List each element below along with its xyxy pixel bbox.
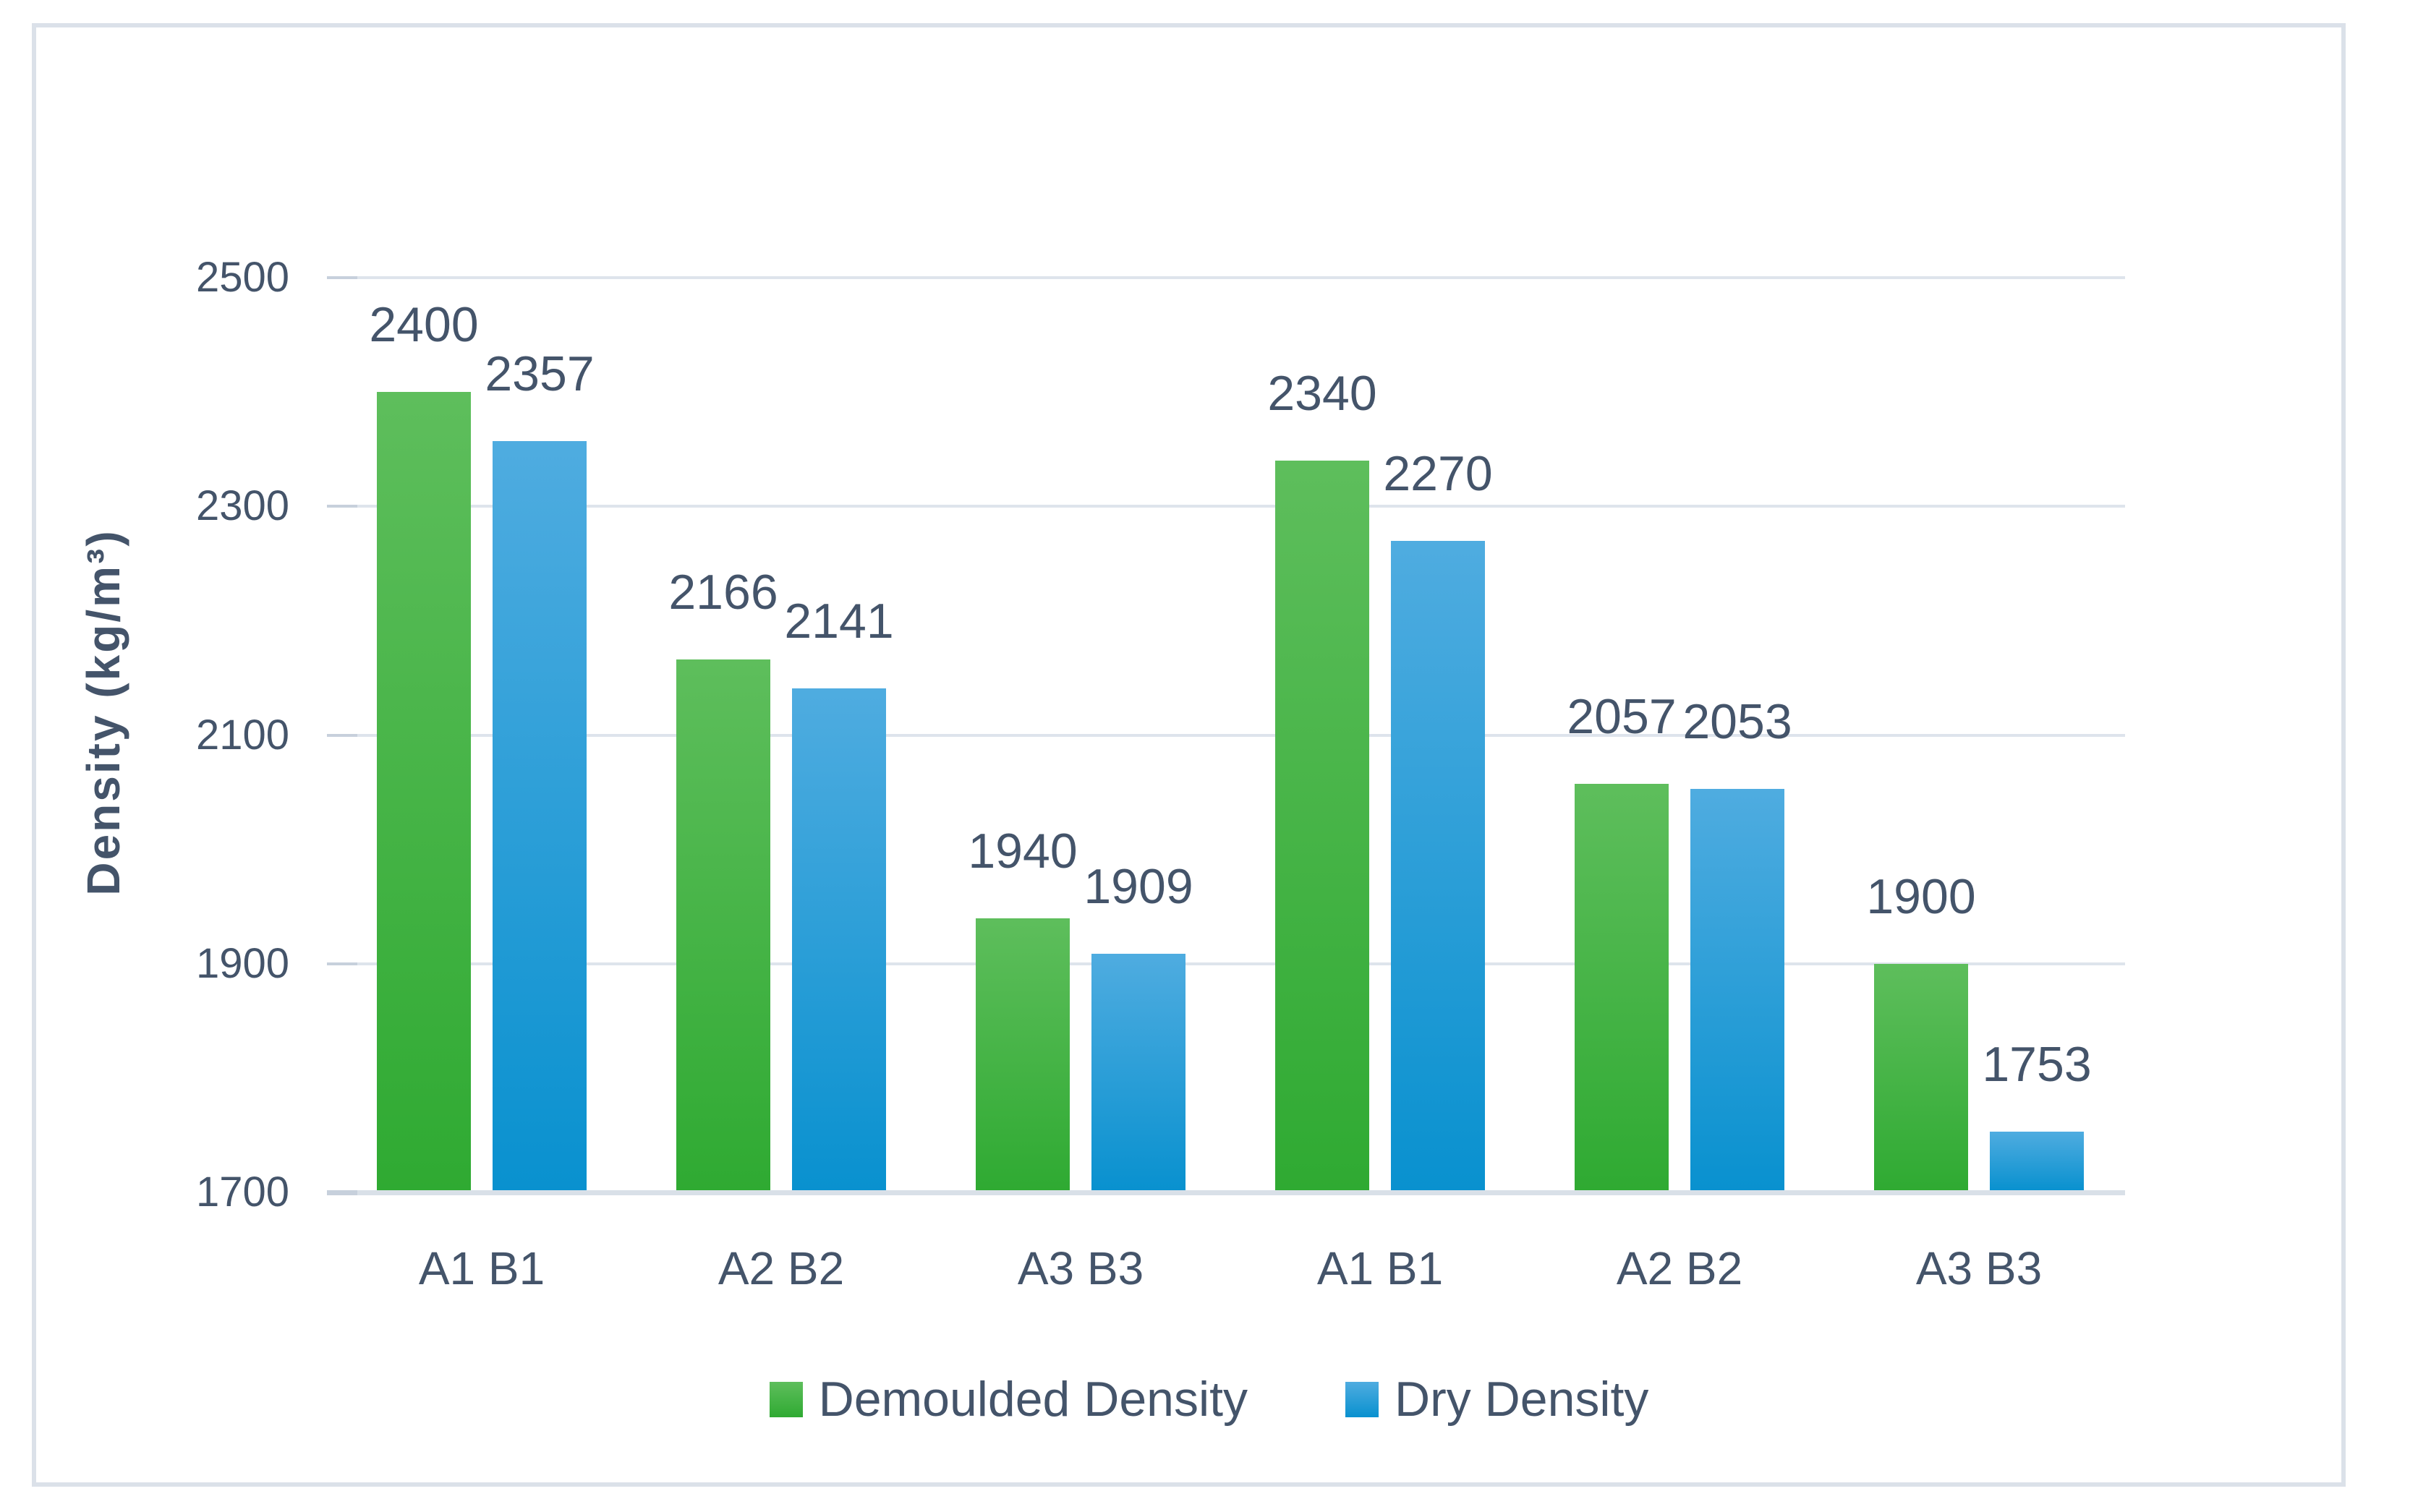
legend-item-demoulded-density: Demoulded Density [769,1371,1248,1427]
data-label: 2141 [784,594,894,649]
y-axis-tick [327,276,357,279]
bar-dry-a2b2 [1690,789,1784,1190]
gridline [329,734,2125,737]
y-tick-label: 1900 [195,940,289,987]
x-category-label: A3 B3 [1915,1242,2043,1294]
gridline [329,276,2125,279]
y-tick-label: 2500 [195,254,289,301]
data-label: 1909 [1084,859,1193,914]
bar-demoulded-a1b1 [377,392,471,1190]
y-axis-tick [327,1190,357,1195]
y-axis-tick [327,734,357,737]
data-label: 2340 [1267,366,1377,421]
x-category-label: A3 B3 [1017,1242,1144,1294]
data-label: 2400 [369,297,479,352]
bar-demoulded-a3b3 [1874,964,1968,1190]
dry-density-swatch-icon [1345,1381,1379,1417]
legend: Demoulded Density Dry Density [0,1363,2418,1435]
gridline [329,505,2125,508]
bar-demoulded-a3b3 [976,918,1070,1190]
bar-demoulded-a2b2 [1575,784,1669,1190]
y-axis-tick [327,962,357,965]
bar-dry-a2b2 [792,688,886,1190]
data-label: 1753 [1982,1037,2092,1092]
bar-dry-a3b3 [1091,954,1185,1190]
legend-label-dry-density: Dry Density [1395,1372,1649,1427]
bar-demoulded-a2b2 [676,659,770,1190]
data-label: 1900 [1866,869,1976,924]
x-category-label: A1 B1 [1316,1242,1444,1294]
bar-dry-a1b1 [1391,541,1485,1190]
y-axis-tick [327,505,357,508]
y-tick-label: 2300 [195,482,289,529]
bar-dry-a1b1 [493,441,587,1190]
bar-demoulded-a1b1 [1275,461,1369,1190]
y-tick-label: 2100 [195,712,289,759]
y-tick-label: 1700 [195,1169,289,1216]
gridline [329,962,2125,965]
legend-item-dry-density: Dry Density [1345,1371,1648,1427]
data-label: 2057 [1567,689,1677,744]
x-axis-line [329,1190,2125,1195]
data-label: 1940 [968,824,1078,879]
x-category-label: A1 B1 [418,1242,545,1294]
data-label: 2166 [668,565,778,620]
data-label: 2270 [1383,446,1493,501]
data-label: 2053 [1682,694,1792,749]
demoulded-density-swatch-icon [769,1381,803,1417]
data-label: 2357 [485,346,595,401]
x-category-label: A2 B2 [1616,1242,1743,1294]
bar-dry-a3b3 [1990,1132,2084,1190]
x-category-label: A2 B2 [718,1242,845,1294]
legend-label-demoulded-density: Demoulded Density [818,1372,1248,1427]
